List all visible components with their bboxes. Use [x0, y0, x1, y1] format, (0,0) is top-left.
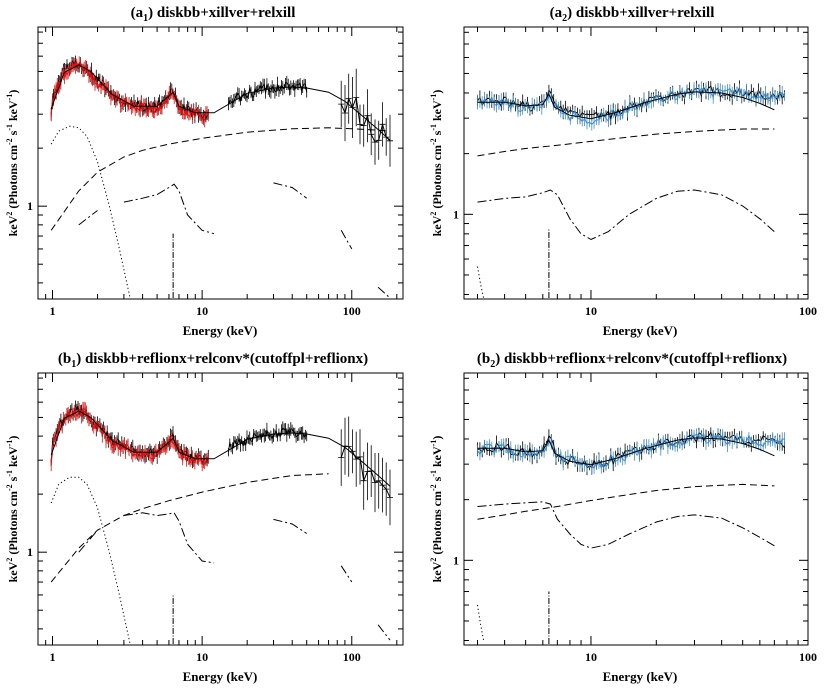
panel-b2-plot-frame	[463, 372, 809, 646]
panel-2-y-tick-label: 1	[27, 545, 33, 559]
panel-3-model-dotted	[477, 604, 485, 641]
panel-0-model-dashdot	[78, 182, 391, 299]
panel-3-y-tick-label: 1	[453, 553, 459, 567]
panel-2-data-spectrum	[340, 445, 391, 498]
panel-a1-title: (a1) diskbb+xillver+relxill	[131, 5, 296, 24]
panel-0-data-errorbars	[228, 75, 308, 111]
panel-3-data-spectrum	[477, 431, 785, 469]
panel-3-model-dashed	[477, 483, 775, 520]
panel-b2: (b2) diskbb+reflionx+relconv*(cutoffpl+r…	[429, 351, 817, 684]
panel-a1-plot-area: 1 10 100 1	[27, 27, 403, 318]
panel-a1-ylabel: keV2 (Photons cm-2 s-1 keV-1)	[5, 90, 20, 237]
panel-1-y-tick-label: 1	[453, 207, 459, 221]
panel-1-data-spectrum	[477, 87, 786, 125]
panel-0-data-spectrum	[50, 59, 209, 120]
panel-2-data-spectrum	[228, 427, 308, 453]
panel-b1-plot-frame	[37, 372, 404, 646]
panel-b2-ylabel: keV2 (Photons cm-2 s-1 keV-1)	[429, 436, 444, 583]
panel-b1: (b1) diskbb+reflionx+relconv*(cutoffpl+r…	[5, 351, 404, 684]
panel-a1-xlabel: Energy (keV)	[183, 323, 258, 338]
panel-a1: (a1) diskbb+xillver+relxill 1 10 100 1 Ener…	[5, 5, 404, 338]
panel-b1-plot-area: 1 10 100 1	[27, 373, 403, 664]
panel-2-model-solid	[50, 410, 391, 487]
panel-1-x-tick-label: 100	[799, 304, 817, 318]
panel-a2-plot-frame	[463, 26, 809, 300]
panel-0-model-solid	[50, 64, 391, 141]
panel-3-x-tick-label: 10	[585, 650, 597, 664]
panel-1-model-dotted	[477, 266, 485, 299]
panel-2-data-spectrum	[50, 407, 209, 466]
panel-a2-title: (a2) diskbb+xillver+relxill	[550, 5, 715, 24]
panel-a2-ylabel: keV2 (Photons cm-2 s-1 keV-1)	[429, 90, 444, 237]
panel-3-x-tick-label: 100	[799, 650, 817, 664]
panel-b1-title: (b1) diskbb+reflionx+relconv*(cutoffpl+r…	[58, 351, 368, 370]
panel-0-x-tick-label: 10	[196, 304, 208, 318]
panel-2-model-dashdot	[78, 512, 391, 641]
panel-2-model-dotted	[50, 476, 131, 645]
panel-a2-plot-area: 10 100 1	[453, 27, 817, 318]
panel-0-data-errorbars	[338, 68, 393, 167]
panel-b2-title: (b2) diskbb+reflionx+relconv*(cutoffpl+r…	[477, 351, 787, 370]
panel-0-x-tick-label: 1	[50, 304, 56, 318]
panel-2-data-errorbars	[338, 416, 393, 526]
panel-3-data-spectrum	[477, 432, 785, 470]
panel-1-model-dashed	[477, 128, 775, 157]
panel-b2-xlabel: Energy (keV)	[603, 669, 678, 684]
panel-2-model-dashed	[50, 473, 329, 583]
panel-a1-plot-frame	[37, 26, 404, 300]
panel-b2-plot-area: 10 100 1	[453, 373, 817, 664]
panel-2-x-tick-label: 10	[196, 650, 208, 664]
panel-2-x-tick-label: 1	[50, 650, 56, 664]
panel-1-x-tick-label: 10	[585, 304, 597, 318]
panel-0-data-spectrum	[340, 97, 391, 143]
panel-1-model-dashdot	[477, 189, 775, 241]
panel-2-x-tick-label: 100	[343, 650, 361, 664]
panel-3-model-solid	[477, 437, 775, 466]
panel-0-model-dashed	[50, 127, 391, 231]
panel-0-x-tick-label: 100	[343, 304, 361, 318]
panel-a2: (a2) diskbb+xillver+relxill 10 100 1 Energ…	[429, 5, 817, 338]
panel-1-model-solid	[477, 91, 775, 120]
panel-b1-ylabel: keV2 (Photons cm-2 s-1 keV-1)	[5, 436, 20, 583]
panel-0-y-tick-label: 1	[27, 199, 33, 213]
panel-2-data-errorbars	[228, 421, 308, 457]
panel-a2-xlabel: Energy (keV)	[603, 323, 678, 338]
panel-3-model-dashdot	[477, 501, 775, 549]
panel-0-model-dotted	[50, 125, 131, 299]
panel-b1-xlabel: Energy (keV)	[183, 669, 258, 684]
